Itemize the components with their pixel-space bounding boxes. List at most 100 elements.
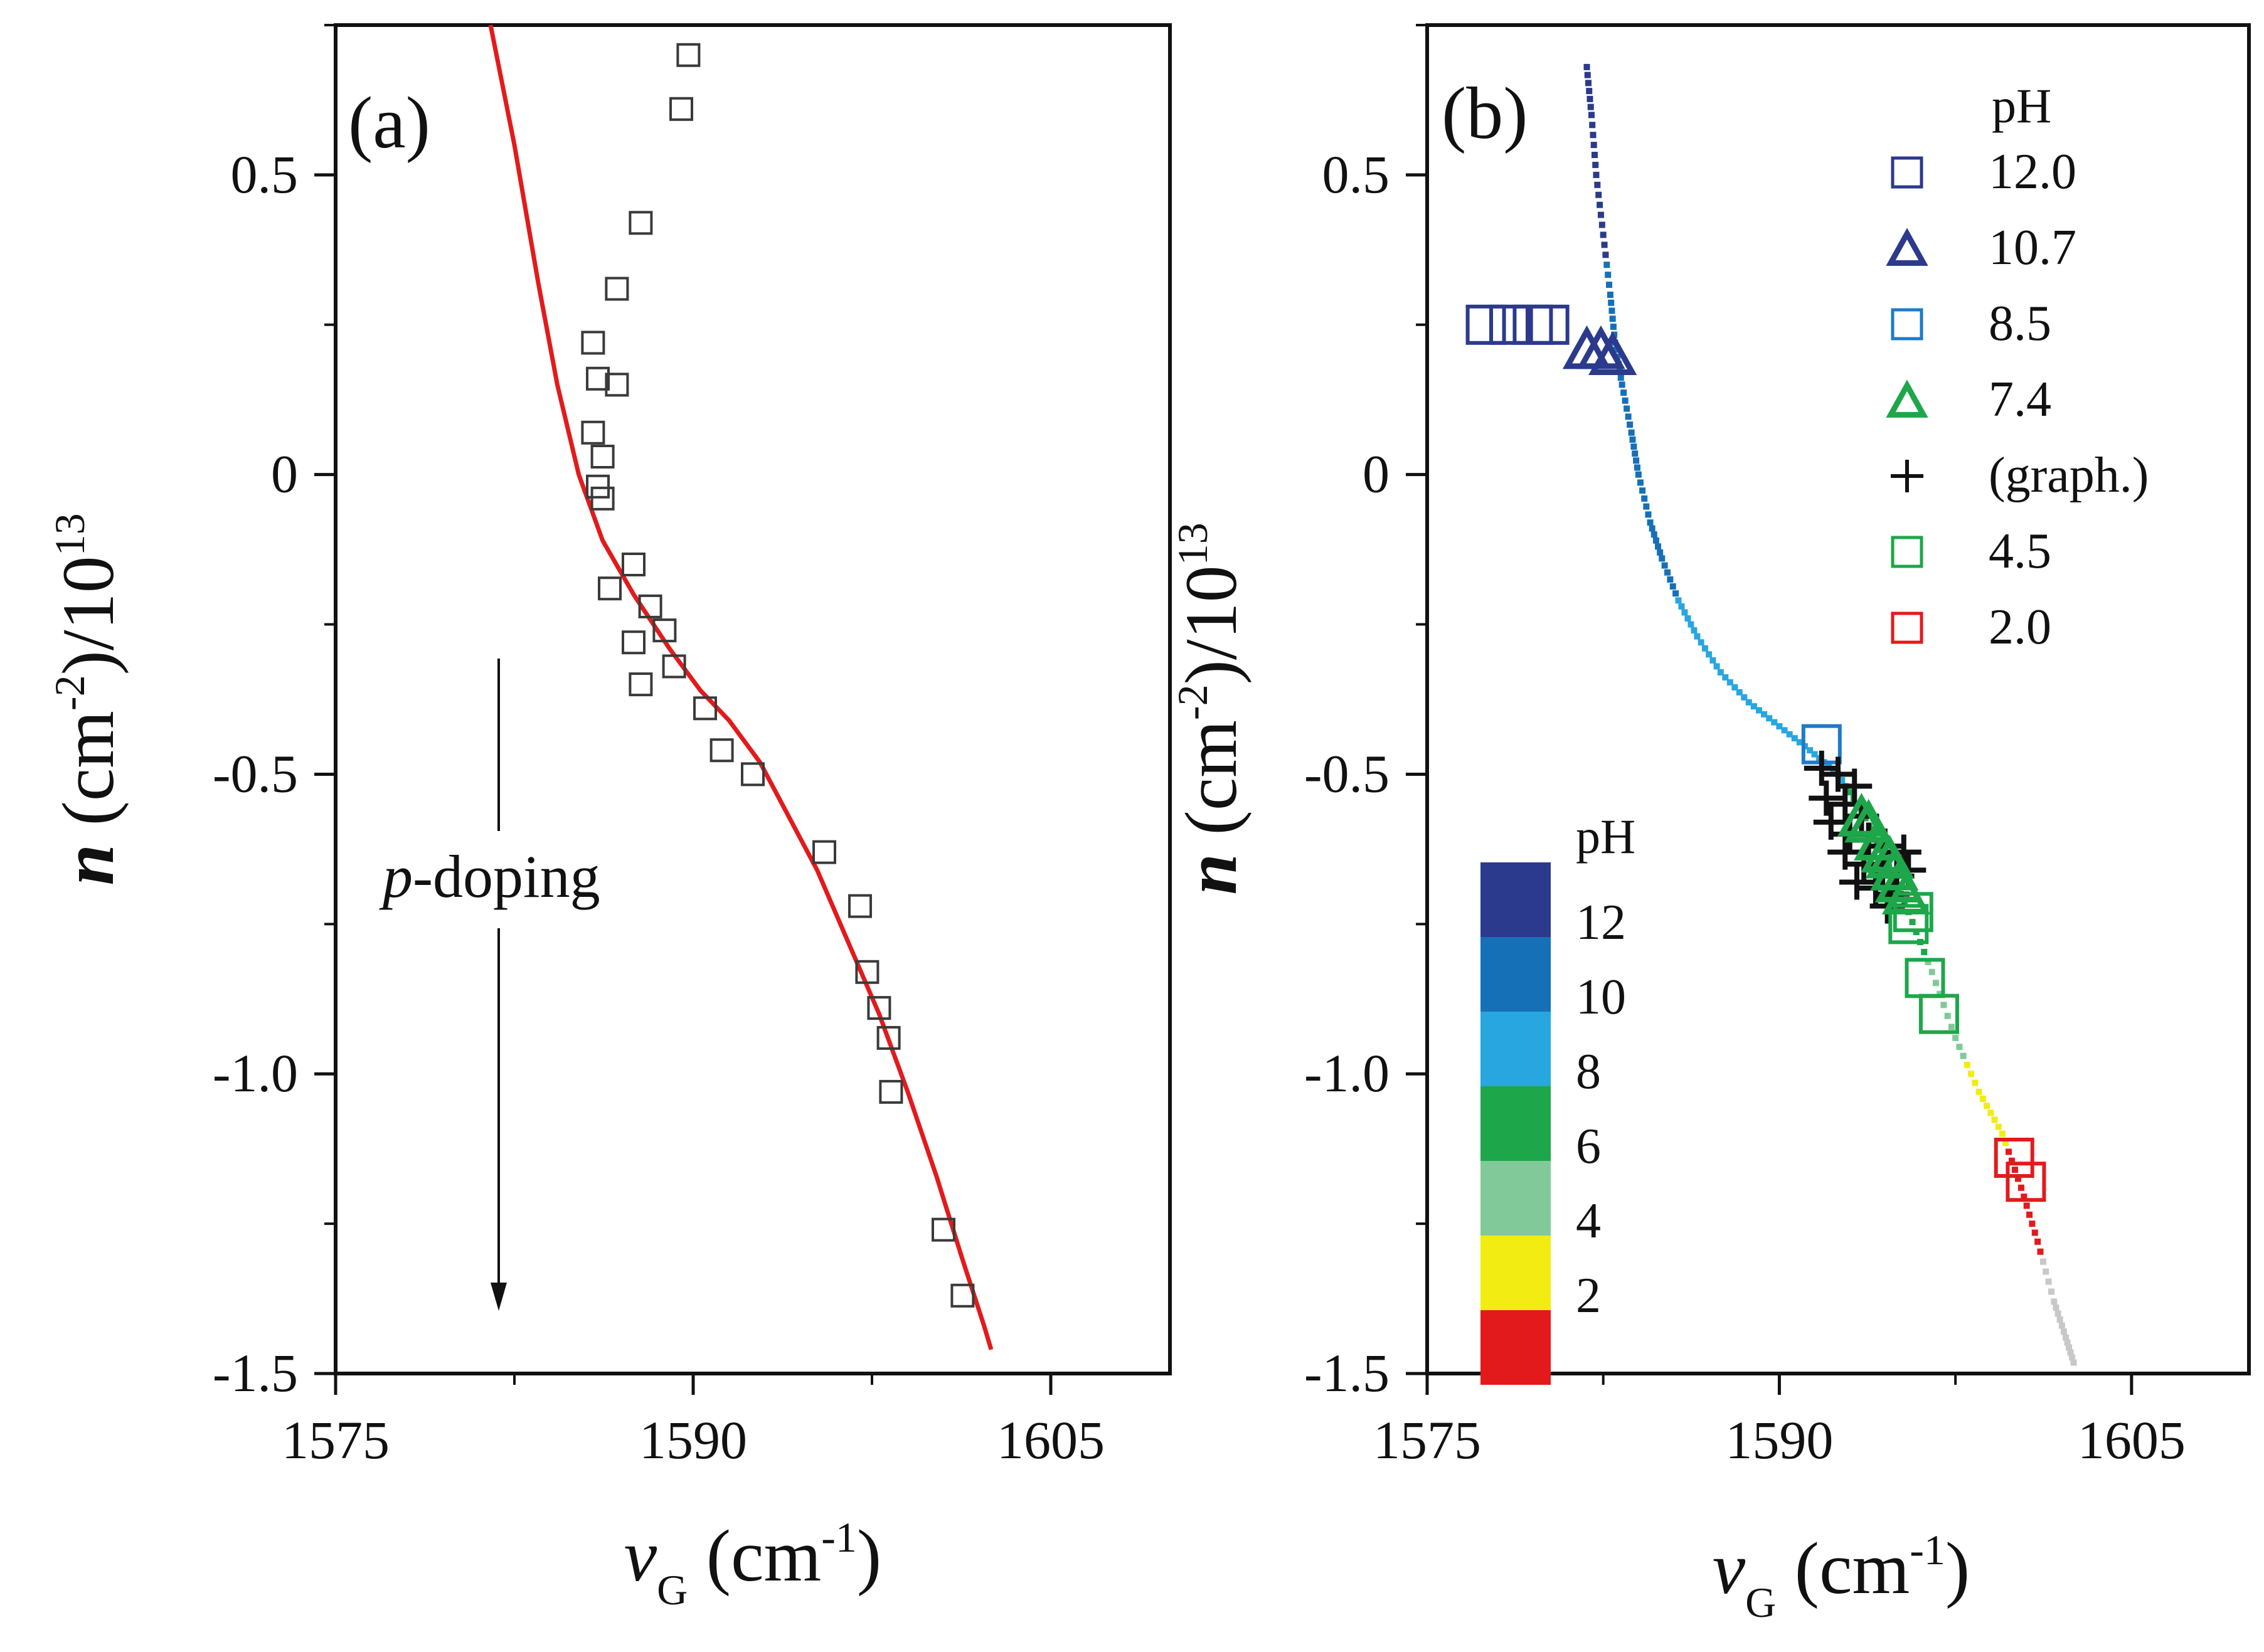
model-dot bbox=[1667, 576, 1674, 583]
legend-label: 8.5 bbox=[1989, 296, 2051, 351]
model-dot bbox=[1595, 191, 1602, 198]
colorbar-label: 10 bbox=[1576, 970, 1626, 1025]
model-dot bbox=[1629, 436, 1636, 443]
colorbar-label: 2 bbox=[1576, 1268, 1601, 1323]
colorbar-label: 6 bbox=[1576, 1119, 1601, 1174]
model-dot bbox=[1878, 847, 1884, 854]
model-dot bbox=[2064, 1339, 2071, 1346]
model-dot bbox=[1645, 511, 1652, 518]
panel-b-y-tick-label: 0 bbox=[1363, 444, 1390, 504]
data-point-square bbox=[605, 277, 629, 301]
model-dot bbox=[1620, 389, 1627, 396]
model-dot bbox=[1632, 450, 1639, 457]
model-dot bbox=[1628, 429, 1635, 436]
graph-plus bbox=[1813, 804, 1849, 840]
model-dot bbox=[2045, 1278, 2052, 1285]
model-dot bbox=[1602, 252, 1609, 258]
model-dot bbox=[1675, 597, 1682, 604]
model-dot bbox=[1901, 899, 1908, 906]
model-dot bbox=[1652, 537, 1659, 544]
colorbar-label: 4 bbox=[1576, 1194, 1601, 1249]
model-dot bbox=[1956, 1044, 1963, 1051]
data-point-square bbox=[848, 894, 872, 918]
colorbar-label: 12 bbox=[1576, 895, 1626, 950]
model-dot bbox=[2017, 1184, 2024, 1191]
graph-plus bbox=[1809, 780, 1844, 816]
model-dot bbox=[1657, 549, 1664, 556]
model-dot bbox=[2011, 1167, 2018, 1173]
legend-square-icon bbox=[1891, 536, 1923, 568]
model-dot bbox=[1583, 63, 1590, 70]
model-dot bbox=[1587, 103, 1594, 110]
panel-a-x-axis-title: νG (cm-1) bbox=[624, 1513, 881, 1614]
data-point-square bbox=[622, 630, 646, 655]
panel-a-y-axis-title: n (cm-2)/1013 bbox=[46, 513, 129, 885]
model-dot bbox=[1585, 80, 1592, 87]
data-point-square bbox=[629, 672, 653, 697]
model-dot bbox=[1736, 689, 1743, 696]
panel-a-marks bbox=[488, 24, 994, 1350]
data-point-square bbox=[652, 618, 677, 643]
model-dot bbox=[1617, 374, 1624, 381]
legend-label: (graph.) bbox=[1989, 448, 2149, 503]
model-dot bbox=[1659, 555, 1666, 562]
model-dot bbox=[1940, 1002, 1947, 1009]
colorbar-swatch bbox=[1480, 862, 1551, 937]
model-dot bbox=[2060, 1328, 2067, 1335]
data-point-square bbox=[586, 366, 610, 391]
model-dot bbox=[1664, 569, 1671, 576]
legend-square-icon bbox=[1891, 612, 1923, 644]
legend-label: 7.4 bbox=[1989, 372, 2051, 427]
panel-b-ticks: 1575 1590 1605 0.5 0 -0.5 -1.0 -1.5 bbox=[1304, 24, 2186, 1470]
panel-a-x-tick-label: 1605 bbox=[997, 1410, 1105, 1470]
panel-b: 1575 1590 1605 0.5 0 -0.5 -1.0 -1.5 (b) pH 12.0… bbox=[1169, 23, 2251, 1626]
model-dot bbox=[2067, 1349, 2074, 1356]
data-point-square bbox=[693, 696, 717, 721]
model-dot bbox=[1984, 1103, 1990, 1109]
colorbar-swatch bbox=[1480, 1086, 1551, 1161]
model-dot bbox=[2051, 1298, 2058, 1305]
model-dot bbox=[1610, 323, 1617, 330]
panel-a-label: (a) bbox=[348, 82, 430, 164]
ph-10.7-triangle bbox=[1588, 331, 1637, 375]
model-dot bbox=[1637, 479, 1644, 486]
panel-a-y-tick-label: 0 bbox=[271, 444, 298, 504]
model-dot bbox=[1726, 679, 1733, 686]
model-dot bbox=[2048, 1288, 2054, 1295]
model-dot bbox=[1605, 272, 1612, 278]
model-dot bbox=[2031, 1229, 2038, 1236]
model-dot bbox=[1741, 694, 1748, 701]
model-dot bbox=[1627, 421, 1634, 428]
model-dot bbox=[1776, 723, 1783, 729]
model-dot bbox=[1766, 715, 1773, 722]
panel-a-plot-frame bbox=[334, 23, 1172, 1375]
model-dot bbox=[1655, 543, 1662, 550]
model-dot bbox=[1968, 1071, 1975, 1078]
panel-a-y-tick-label: -1.5 bbox=[213, 1343, 298, 1403]
legend-plus-icon bbox=[1891, 460, 1923, 492]
ph-4.5-square bbox=[1905, 958, 1945, 998]
model-dot bbox=[1661, 562, 1668, 569]
panel-b-x-tick-label: 1605 bbox=[2078, 1410, 2186, 1470]
data-point-square bbox=[932, 1217, 955, 1242]
model-dot bbox=[1634, 464, 1640, 471]
graph-plus bbox=[1827, 834, 1863, 870]
model-dot bbox=[1995, 1123, 2002, 1130]
doping-arrow-head bbox=[491, 1283, 507, 1311]
model-dot bbox=[1694, 633, 1701, 640]
model-dot bbox=[1598, 221, 1605, 228]
data-point-square bbox=[586, 474, 610, 499]
colorbar-swatches: 12 10 8 6 4 2 bbox=[1480, 862, 1626, 1385]
model-dot bbox=[2023, 1202, 2030, 1209]
panel-b-x-axis-title: νG (cm-1) bbox=[1713, 1526, 1970, 1626]
ph-12.0-square bbox=[1529, 304, 1570, 345]
model-dot bbox=[1999, 1130, 2006, 1137]
model-dot bbox=[2029, 1220, 2036, 1227]
legend-label: 4.5 bbox=[1989, 524, 2051, 579]
model-dot bbox=[1624, 405, 1630, 412]
ph-4.5-square bbox=[1888, 904, 1929, 945]
model-dot bbox=[2070, 1359, 2077, 1366]
model-dot bbox=[2056, 1316, 2063, 1323]
colorbar-swatch bbox=[1480, 1236, 1551, 1310]
model-dot bbox=[1698, 639, 1704, 646]
